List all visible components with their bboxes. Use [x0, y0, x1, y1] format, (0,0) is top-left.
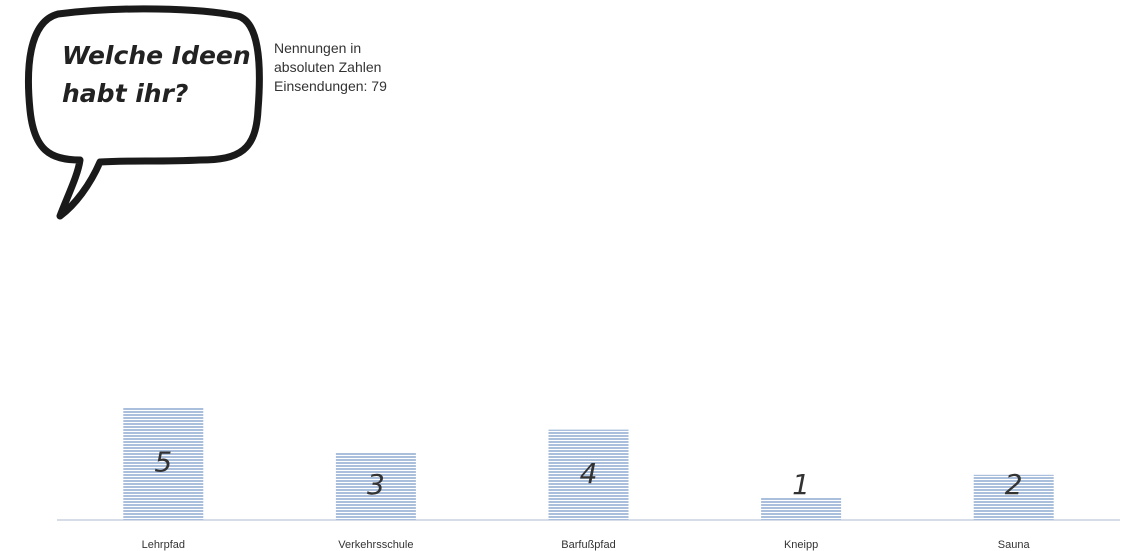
x-tick-label: Kneipp	[784, 539, 818, 551]
x-tick-label: Lehrpfad	[142, 539, 185, 551]
value-label: 4	[580, 457, 598, 490]
subtitle-line: Nennungen in	[274, 40, 361, 56]
subtitle-line: Einsendungen: 79	[274, 78, 387, 94]
bar	[761, 497, 842, 520]
value-label: 5	[154, 446, 172, 479]
bar	[548, 429, 629, 520]
value-label: 2	[1005, 468, 1023, 501]
subtitle-line: absoluten Zahlen	[274, 59, 381, 75]
subtitle: Nennungen in absoluten Zahlen Einsendungen…	[274, 40, 387, 94]
bar	[335, 452, 416, 520]
bar	[973, 474, 1054, 520]
value-label: 1	[792, 468, 810, 501]
value-label: 3	[367, 468, 385, 501]
bar	[123, 407, 204, 520]
x-tick-label: Barfußpfad	[561, 539, 615, 551]
chart-title: Welche Ideen habt ihr?	[62, 41, 251, 108]
x-tick-label: Sauna	[998, 539, 1031, 551]
x-tick-label: Verkehrsschule	[338, 539, 413, 551]
speech-bubble	[25, 5, 263, 220]
